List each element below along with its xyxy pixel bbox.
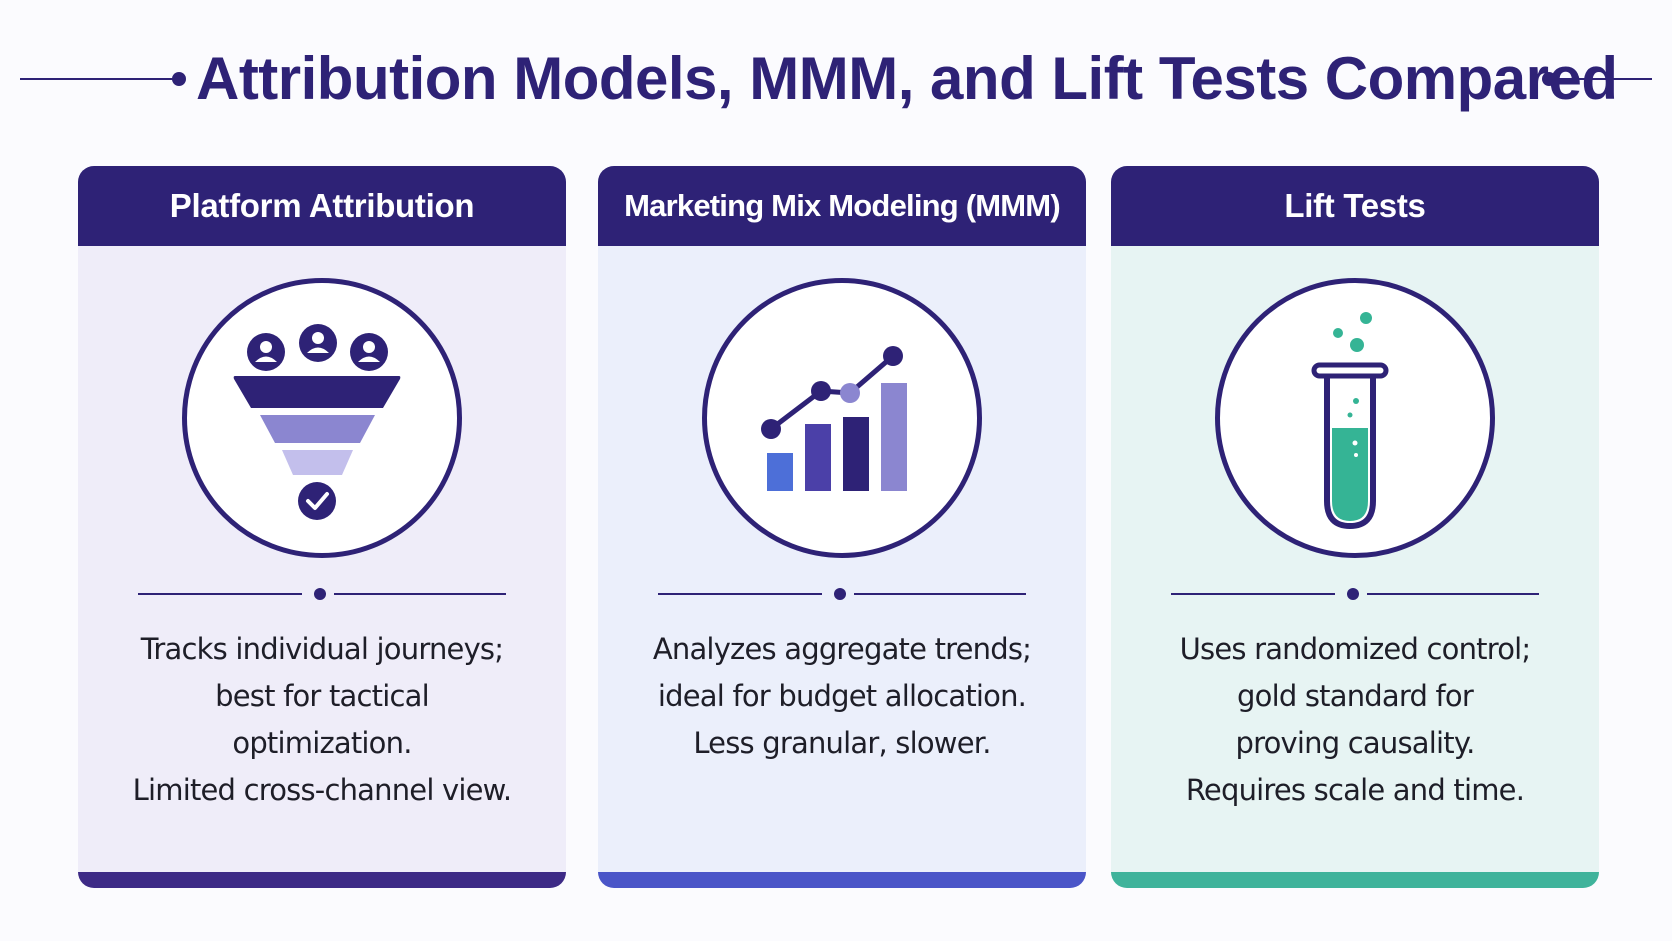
title-row: Attribution Models, MMM, and Lift Tests … — [0, 40, 1672, 120]
user-icon — [299, 324, 337, 362]
title-rule-left — [20, 78, 178, 80]
card-description: Analyzes aggregate trends; ideal for bud… — [618, 626, 1066, 767]
description-line: gold standard for — [1237, 679, 1474, 713]
description-line: Requires scale and time. — [1185, 773, 1525, 807]
description-line: Less granular, slower. — [693, 726, 991, 760]
description-line: best for tactical — [215, 679, 430, 713]
separator — [1171, 586, 1539, 602]
funnel-icon — [233, 324, 401, 520]
separator — [658, 586, 1026, 602]
card-accent-bar — [78, 872, 566, 888]
page-title: Attribution Models, MMM, and Lift Tests … — [196, 45, 1618, 112]
card-lift-tests: Lift Tests Uses randomized control; gold… — [1111, 166, 1599, 888]
description-line: ideal for budget allocation. — [657, 679, 1027, 713]
separator — [138, 586, 506, 602]
bar-chart-icon — [761, 346, 907, 491]
card-accent-bar — [598, 872, 1086, 888]
card-heading: Platform Attribution — [78, 166, 566, 246]
user-icon — [247, 333, 285, 371]
check-circle-icon — [298, 482, 336, 520]
icon-circle — [1215, 278, 1495, 558]
card-platform-attribution: Platform Attribution — [78, 166, 566, 888]
test-tube-icon — [1311, 312, 1389, 529]
title-rule-right — [1548, 78, 1652, 80]
card-description: Uses randomized control; gold standard f… — [1131, 626, 1579, 814]
card-description: Tracks individual journeys; best for tac… — [98, 626, 546, 814]
description-line: proving causality. — [1235, 726, 1476, 760]
description-line: Analyzes aggregate trends; — [652, 632, 1032, 666]
card-heading: Lift Tests — [1111, 166, 1599, 246]
card-marketing-mix-modeling: Marketing Mix Modeling (MMM) Analyzes ag… — [598, 166, 1086, 888]
description-line: Tracks individual journeys; — [140, 632, 504, 666]
description-line: Limited cross-channel view. — [132, 773, 513, 807]
card-accent-bar — [1111, 872, 1599, 888]
title-dot-left — [172, 72, 186, 86]
description-line: Uses randomized control; — [1179, 632, 1532, 666]
icon-circle — [702, 278, 982, 558]
icon-circle — [182, 278, 462, 558]
description-line: optimization. — [232, 726, 412, 760]
user-icon — [350, 333, 388, 371]
card-heading: Marketing Mix Modeling (MMM) — [598, 166, 1086, 246]
